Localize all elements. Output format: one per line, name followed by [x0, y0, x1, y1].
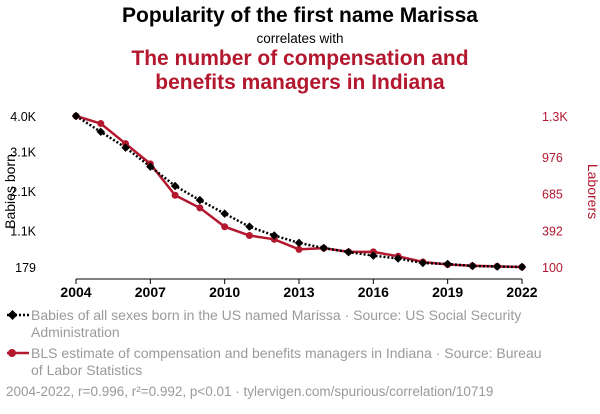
right-tick-label: 100 [542, 261, 563, 275]
data-point-babies [121, 143, 130, 152]
data-point-babies [492, 262, 502, 271]
data-point-babies [245, 222, 254, 231]
data-point-laborers [221, 223, 229, 231]
data-point-laborers [97, 120, 105, 128]
data-point-babies [146, 162, 155, 171]
data-point-babies [170, 181, 180, 191]
data-point-babies [344, 247, 353, 257]
left-axis-label: Babies born [2, 154, 18, 229]
x-tick-label: 2013 [283, 284, 314, 300]
chart-footer: 2004-2022, r=0.996, r²=0.992, p<0.01 · t… [6, 384, 494, 399]
left-tick-label: 179 [15, 261, 36, 275]
data-point-babies [195, 195, 205, 205]
chart-second-title: The number of compensation and benefits … [131, 47, 469, 94]
left-tick-label: 2.1K [10, 185, 36, 199]
x-tick-label: 2010 [209, 284, 240, 300]
data-point-babies [517, 262, 527, 272]
left-tick-label: 3.1K [10, 146, 36, 160]
legend-swatch-laborers [7, 349, 29, 357]
x-tick-label: 2004 [60, 284, 91, 300]
right-tick-label: 685 [542, 187, 563, 201]
x-tick-label: 2016 [358, 284, 389, 300]
chart-title: Popularity of the first name Marissa [122, 4, 478, 27]
x-tick-label: 2019 [432, 284, 463, 300]
legend-swatch-babies [7, 310, 29, 320]
data-point-babies [294, 238, 304, 248]
data-point-babies [269, 231, 279, 240]
data-point-babies [319, 243, 329, 253]
data-point-babies [443, 259, 452, 269]
legend-label-babies: Babies of all sexes born in the US named… [31, 307, 522, 340]
x-tick-label: 2022 [506, 284, 537, 300]
data-point-babies [468, 261, 477, 271]
right-tick-label: 392 [542, 224, 563, 238]
x-tick-label: 2007 [135, 284, 166, 300]
right-axis-label: Laborers [585, 164, 600, 219]
data-point-laborers [196, 204, 204, 212]
data-point-babies [220, 209, 229, 218]
data-point-babies [369, 251, 378, 260]
right-tick-label: 976 [542, 151, 563, 165]
data-point-laborers [295, 245, 303, 253]
right-tick-label: 1.3K [542, 110, 568, 124]
data-point-laborers [245, 232, 253, 240]
left-tick-label: 1.1K [10, 225, 36, 239]
data-point-babies [418, 258, 428, 268]
legend-label-laborers: BLS estimate of compensation and benefit… [31, 345, 542, 378]
data-point-babies [71, 111, 81, 121]
data-point-laborers [171, 191, 179, 199]
left-tick-label: 4.0K [10, 110, 36, 124]
data-point-babies [393, 254, 403, 263]
chart-subtitle: correlates with [256, 31, 344, 46]
data-point-babies [96, 127, 106, 137]
